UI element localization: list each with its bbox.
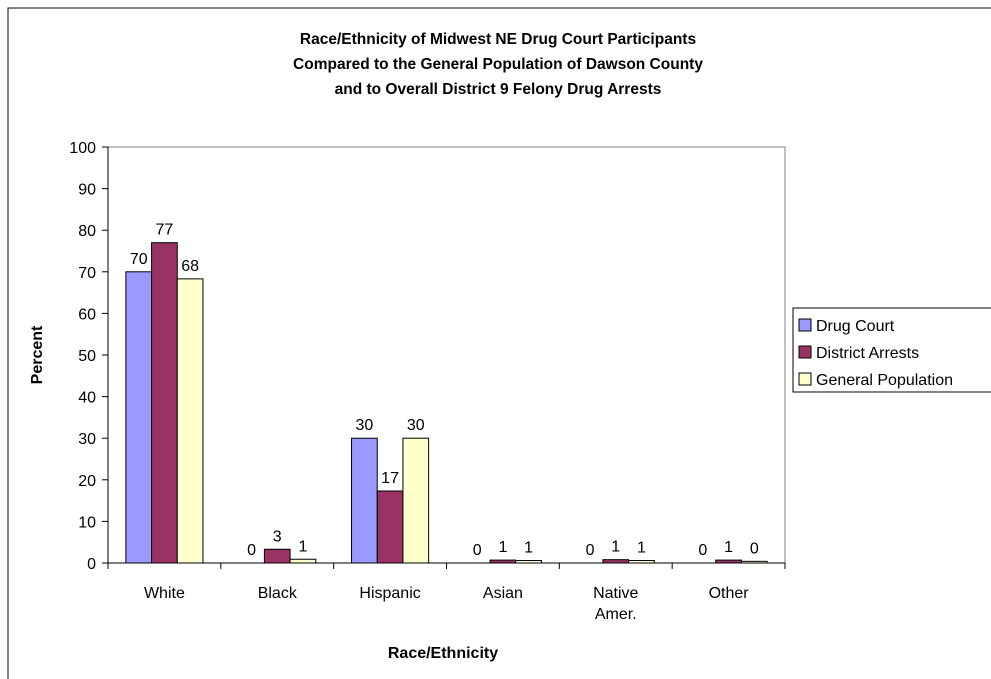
data-label: 30 xyxy=(407,417,425,434)
bar xyxy=(740,560,768,564)
bar xyxy=(151,242,178,564)
legend-label: Drug Court xyxy=(816,318,895,335)
plot-frame xyxy=(107,146,786,564)
y-tick-label: 0 xyxy=(87,556,96,573)
x-category-label: Asian xyxy=(483,585,523,602)
bar xyxy=(715,559,742,564)
legend-label: District Arrests xyxy=(816,345,919,362)
bar xyxy=(489,559,517,564)
y-tick-label: 30 xyxy=(78,431,96,448)
legend-swatch xyxy=(798,318,812,332)
bar xyxy=(628,560,655,564)
x-category-label: White xyxy=(144,585,185,602)
bar xyxy=(602,559,630,564)
data-label: 0 xyxy=(750,540,759,557)
legend-swatch xyxy=(798,372,812,386)
data-label: 3 xyxy=(273,528,282,545)
data-label: 0 xyxy=(698,542,707,559)
x-category-label: Amer. xyxy=(595,606,637,623)
bar xyxy=(351,437,378,564)
y-tick-label: 100 xyxy=(69,140,96,157)
x-category-label: Hispanic xyxy=(359,585,420,602)
bar xyxy=(515,560,542,564)
y-tick-label: 50 xyxy=(78,348,96,365)
chart-title-line-2: Compared to the General Population of Da… xyxy=(293,56,703,73)
data-label: 0 xyxy=(473,542,482,559)
x-axis-title: Race/Ethnicity xyxy=(388,645,498,662)
data-label: 1 xyxy=(637,540,646,557)
x-category-label: Other xyxy=(709,585,750,602)
plot-area: 0102030405060708090100White707768Black03… xyxy=(69,140,786,623)
data-label: 77 xyxy=(156,222,174,239)
data-label: 70 xyxy=(130,251,148,268)
data-label: 0 xyxy=(247,542,256,559)
y-tick-label: 60 xyxy=(78,306,96,323)
data-label: 17 xyxy=(381,470,399,487)
bar xyxy=(376,490,404,564)
y-tick-label: 70 xyxy=(78,265,96,282)
y-axis-title: Percent xyxy=(29,325,46,384)
data-label: 1 xyxy=(524,540,533,557)
y-tick-label: 40 xyxy=(78,390,96,407)
bar xyxy=(263,548,291,564)
legend-box xyxy=(792,307,991,393)
data-label: 1 xyxy=(298,538,307,555)
data-label: 0 xyxy=(586,542,595,559)
legend-label: General Population xyxy=(816,372,953,389)
data-label: 1 xyxy=(611,539,620,556)
chart-title-line-1: Race/Ethnicity of Midwest NE Drug Court … xyxy=(300,31,696,48)
legend-swatch xyxy=(798,345,812,359)
bar xyxy=(289,558,317,564)
chart-title: Race/Ethnicity of Midwest NE Drug Court … xyxy=(293,31,703,98)
y-tick-label: 20 xyxy=(78,473,96,490)
chart-title-line-3: and to Overall District 9 Felony Drug Ar… xyxy=(335,81,662,98)
data-label: 1 xyxy=(498,539,507,556)
x-category-label: Native xyxy=(593,585,638,602)
data-label: 30 xyxy=(355,417,373,434)
bar xyxy=(176,278,204,564)
legend: Drug Court District Arrests General Popula… xyxy=(792,307,991,393)
y-tick-label: 90 xyxy=(78,182,96,199)
y-tick-label: 80 xyxy=(78,223,96,240)
x-category-label: Black xyxy=(258,585,298,602)
data-label: 1 xyxy=(724,539,733,556)
data-label: 68 xyxy=(181,258,199,275)
bar xyxy=(125,271,153,564)
bar xyxy=(402,437,430,564)
y-tick-label: 10 xyxy=(78,514,96,531)
